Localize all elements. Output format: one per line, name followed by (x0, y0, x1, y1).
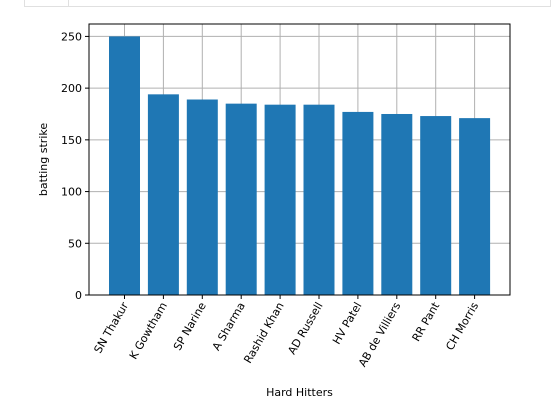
x-tick-label: AD Russell (285, 300, 325, 357)
y-tick-label: 100 (61, 186, 82, 199)
x-axis-label: Hard Hitters (266, 386, 333, 399)
x-tick-label: RR Pant (410, 299, 443, 343)
x-tick-label: Rashid Khan (241, 300, 286, 366)
bar (186, 99, 218, 296)
bar (225, 103, 257, 295)
bar (109, 36, 140, 296)
x-tick-label: A Sharma (210, 300, 248, 353)
bar (420, 116, 452, 295)
x-tick-label: AB de Villiers (356, 300, 404, 369)
x-tick-label: CH Morris (443, 300, 481, 353)
x-tick-label: SP Narine (171, 300, 209, 353)
bar (147, 94, 179, 295)
plot-frame (88, 23, 511, 296)
bar (342, 111, 374, 295)
bar (459, 118, 491, 296)
bars-layer (109, 36, 491, 296)
y-tick-label: 200 (61, 82, 82, 95)
x-tick-label: K Gowtham (127, 300, 170, 362)
bar (264, 104, 296, 296)
y-axis-label: batting strike (37, 123, 50, 196)
y-ticks: 0 50 100 150 200 250 (61, 30, 89, 302)
y-tick-label: 250 (61, 30, 82, 43)
notebook-cell-divider (68, 0, 69, 7)
y-tick-label: 50 (68, 237, 82, 250)
bar (381, 113, 413, 295)
y-tick-label: 0 (75, 289, 82, 302)
y-tick-label: 150 (61, 134, 82, 147)
x-tick-label: SN Thakur (92, 300, 132, 356)
bar (303, 104, 335, 296)
x-tick-label: HV Patel (330, 300, 364, 347)
